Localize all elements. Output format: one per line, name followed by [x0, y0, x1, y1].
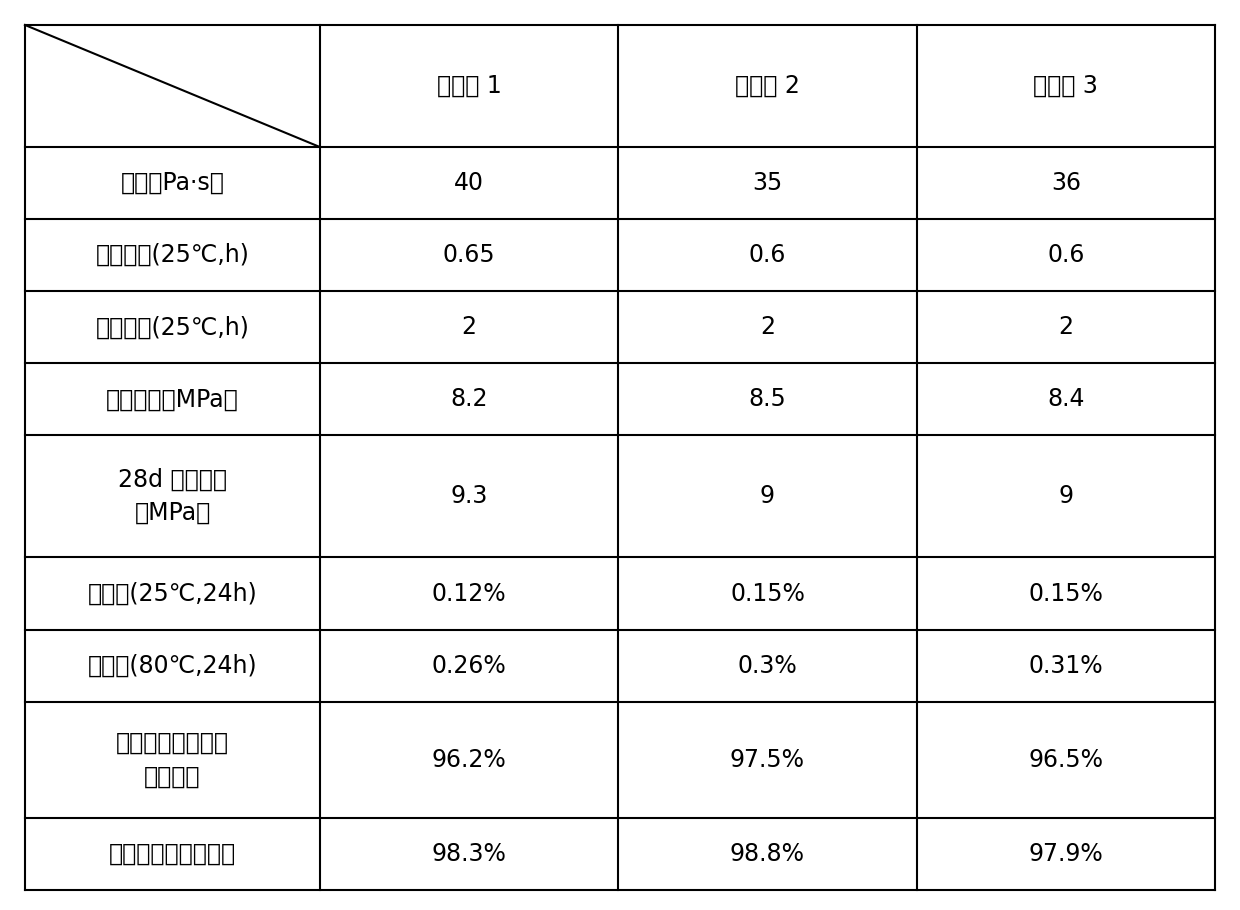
- Text: 9.3: 9.3: [450, 484, 487, 509]
- Text: 0.6: 0.6: [1047, 243, 1085, 268]
- Text: 97.9%: 97.9%: [1028, 842, 1104, 866]
- Text: 28d 抗折强度
（MPa）: 28d 抗折强度 （MPa）: [118, 468, 227, 525]
- Text: 粘结强度（MPa）: 粘结强度（MPa）: [107, 388, 239, 411]
- Text: 96.5%: 96.5%: [1028, 748, 1104, 772]
- Text: 吸水率(25℃,24h): 吸水率(25℃,24h): [88, 581, 258, 605]
- Text: 粘度（Pa·s）: 粘度（Pa·s）: [120, 171, 224, 195]
- Text: 0.3%: 0.3%: [738, 653, 797, 678]
- Text: 抑菌率（大肠杆菌）: 抑菌率（大肠杆菌）: [109, 842, 236, 866]
- Text: 9: 9: [760, 484, 775, 509]
- Text: 9: 9: [1058, 484, 1074, 509]
- Text: 8.2: 8.2: [450, 388, 487, 411]
- Text: 抑菌率（金黄色葡
萄球菌）: 抑菌率（金黄色葡 萄球菌）: [117, 731, 229, 789]
- Text: 98.3%: 98.3%: [432, 842, 507, 866]
- Text: 吸水率(80℃,24h): 吸水率(80℃,24h): [88, 653, 258, 678]
- Text: 97.5%: 97.5%: [730, 748, 805, 772]
- Text: 98.8%: 98.8%: [730, 842, 805, 866]
- Text: 2: 2: [461, 315, 476, 339]
- Text: 实干时间(25℃,h): 实干时间(25℃,h): [95, 315, 249, 339]
- Text: 表干时间(25℃,h): 表干时间(25℃,h): [95, 243, 249, 268]
- Text: 0.15%: 0.15%: [1028, 581, 1104, 605]
- Text: 8.4: 8.4: [1047, 388, 1085, 411]
- Text: 96.2%: 96.2%: [432, 748, 507, 772]
- Text: 实施例 3: 实施例 3: [1033, 74, 1099, 98]
- Text: 35: 35: [753, 171, 782, 195]
- Text: 实施例 1: 实施例 1: [436, 74, 501, 98]
- Text: 0.26%: 0.26%: [432, 653, 507, 678]
- Text: 2: 2: [1058, 315, 1074, 339]
- Text: 0.31%: 0.31%: [1028, 653, 1104, 678]
- Text: 36: 36: [1050, 171, 1081, 195]
- Text: 40: 40: [454, 171, 484, 195]
- Text: 2: 2: [760, 315, 775, 339]
- Text: 0.12%: 0.12%: [432, 581, 506, 605]
- Text: 8.5: 8.5: [749, 388, 786, 411]
- Text: 0.6: 0.6: [749, 243, 786, 268]
- Text: 0.15%: 0.15%: [730, 581, 805, 605]
- Text: 实施例 2: 实施例 2: [735, 74, 800, 98]
- Text: 0.65: 0.65: [443, 243, 496, 268]
